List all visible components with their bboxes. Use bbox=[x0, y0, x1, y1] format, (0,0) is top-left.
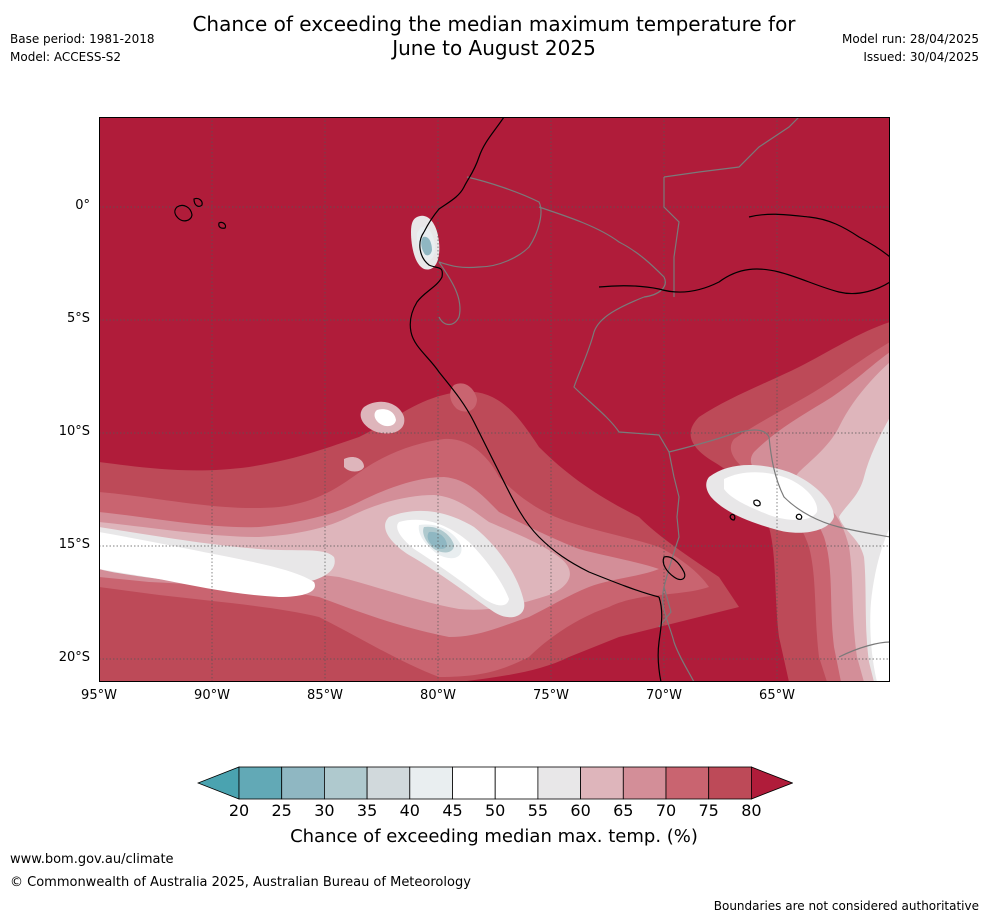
model-name: Model: ACCESS-S2 bbox=[10, 50, 122, 64]
galapagos-2 bbox=[193, 197, 203, 207]
coast-caribbean bbox=[748, 213, 890, 258]
lon-label-75w: 75°W bbox=[533, 688, 569, 703]
colorbar bbox=[196, 766, 794, 800]
colorbar-tick-label: 65 bbox=[613, 801, 634, 820]
lat-label-0: 0° bbox=[75, 198, 90, 213]
patch-north-50 bbox=[374, 409, 396, 427]
border-peru-brazil bbox=[573, 296, 680, 518]
coast-orinoco bbox=[598, 268, 890, 295]
galapagos-1 bbox=[174, 204, 193, 222]
map-svg bbox=[99, 117, 890, 682]
central-blob-30 bbox=[427, 531, 447, 549]
galapagos-3 bbox=[218, 221, 227, 229]
colorbar-swatch bbox=[665, 766, 710, 800]
colorbar-tick-label: 50 bbox=[485, 801, 506, 820]
map-title-line2: June to August 2025 bbox=[392, 36, 596, 60]
colorbar-swatch bbox=[366, 766, 411, 800]
lat-label-20s: 20°S bbox=[58, 650, 90, 665]
footer-copyright: © Commonwealth of Australia 2025, Austra… bbox=[10, 875, 471, 890]
bolivia-lake-3 bbox=[729, 513, 736, 521]
lon-label-90w: 90°W bbox=[194, 688, 230, 703]
bolivia-lake-2 bbox=[795, 513, 803, 520]
footer-url: www.bom.gov.au/climate bbox=[10, 852, 174, 867]
lon-label-80w: 80°W bbox=[420, 688, 456, 703]
colorbar-tick-label: 25 bbox=[271, 801, 292, 820]
colorbar-swatch bbox=[580, 766, 624, 800]
colorbar-tick-label: 55 bbox=[527, 801, 549, 820]
bolivia-lake-1 bbox=[753, 499, 761, 507]
east-region-50 bbox=[870, 527, 890, 682]
colorbar-swatch bbox=[622, 766, 667, 800]
graticule bbox=[99, 117, 890, 682]
border-colombia-venezuela bbox=[663, 117, 800, 178]
colorbar-swatch bbox=[281, 766, 325, 800]
model-run: Model run: 28/04/2025 bbox=[841, 32, 979, 46]
coastlines bbox=[174, 117, 890, 682]
colorbar-swatch bbox=[238, 766, 283, 800]
colorbar-title: Chance of exceeding median max. temp. (%… bbox=[290, 826, 698, 847]
coast-pacific-colombia bbox=[423, 117, 505, 233]
colorbar-tick-label: 40 bbox=[399, 801, 420, 820]
patch-coast-70 bbox=[450, 383, 477, 412]
map-frame bbox=[99, 117, 890, 682]
border-peru-chile bbox=[658, 586, 672, 628]
colorbar-tick-label: 60 bbox=[570, 801, 591, 820]
lat-label-5s: 5°S bbox=[66, 311, 90, 326]
colorbar-tick-label: 45 bbox=[442, 801, 463, 820]
lon-label-70w: 70°W bbox=[646, 688, 682, 703]
coast-ecuador bbox=[409, 231, 443, 333]
patch-mid-60 bbox=[344, 456, 364, 472]
lon-label-95w: 95°W bbox=[81, 688, 117, 703]
colorbar-swatch bbox=[324, 766, 368, 800]
colorbar-svg bbox=[196, 766, 794, 800]
colorbar-swatch bbox=[537, 766, 581, 800]
colorbar-swatch bbox=[494, 766, 539, 800]
base-period: Base period: 1981-2018 bbox=[10, 32, 155, 46]
meta-left: Base period: 1981-2018 Model: ACCESS-S2 bbox=[10, 30, 155, 66]
colorbar-swatch bbox=[452, 766, 496, 800]
colorbar-over-arrow bbox=[751, 766, 794, 800]
map-title: Chance of exceeding the median maximum t… bbox=[0, 12, 988, 60]
colorbar-tick-label: 20 bbox=[228, 801, 250, 820]
colorbar-tick-label: 80 bbox=[741, 801, 762, 820]
lat-label-15s: 15°S bbox=[58, 537, 90, 552]
footer-disclaimer: Boundaries are not considered authoritat… bbox=[713, 899, 979, 913]
border-ecuador-peru bbox=[438, 261, 461, 326]
border-colombia-peru bbox=[538, 206, 666, 298]
colorbar-under-arrow bbox=[196, 766, 240, 800]
colorbar-tick-label: 30 bbox=[314, 801, 335, 820]
ecuador-blob-30 bbox=[421, 236, 432, 256]
colorbar-tick-label: 75 bbox=[698, 801, 719, 820]
colorbar-tick-label: 35 bbox=[356, 801, 378, 820]
lat-label-10s: 10°S bbox=[58, 424, 90, 439]
pacific-band-50 bbox=[99, 532, 315, 597]
border-colombia-brazil bbox=[663, 177, 680, 297]
border-colombia-ecuador bbox=[438, 176, 542, 269]
lake-titicaca bbox=[662, 556, 686, 581]
border-peru-bolivia bbox=[662, 516, 695, 682]
bolivia-blob-50 bbox=[724, 472, 818, 520]
border-bolivia-south bbox=[838, 641, 890, 658]
issued-date: Issued: 30/04/2025 bbox=[863, 50, 979, 64]
coast-peru bbox=[410, 331, 660, 598]
border-brazil-bolivia bbox=[668, 429, 890, 538]
lon-label-65w: 65°W bbox=[759, 688, 795, 703]
lon-label-85w: 85°W bbox=[307, 688, 343, 703]
map-title-line1: Chance of exceeding the median maximum t… bbox=[192, 12, 796, 36]
forecast-map bbox=[99, 117, 890, 682]
country-borders bbox=[438, 117, 890, 682]
colorbar-swatch bbox=[708, 766, 752, 800]
meta-right: Model run: 28/04/2025 Issued: 30/04/2025 bbox=[842, 30, 979, 66]
colorbar-swatch bbox=[409, 766, 453, 800]
coast-chile bbox=[657, 596, 663, 682]
colorbar-tick-label: 70 bbox=[655, 801, 677, 820]
